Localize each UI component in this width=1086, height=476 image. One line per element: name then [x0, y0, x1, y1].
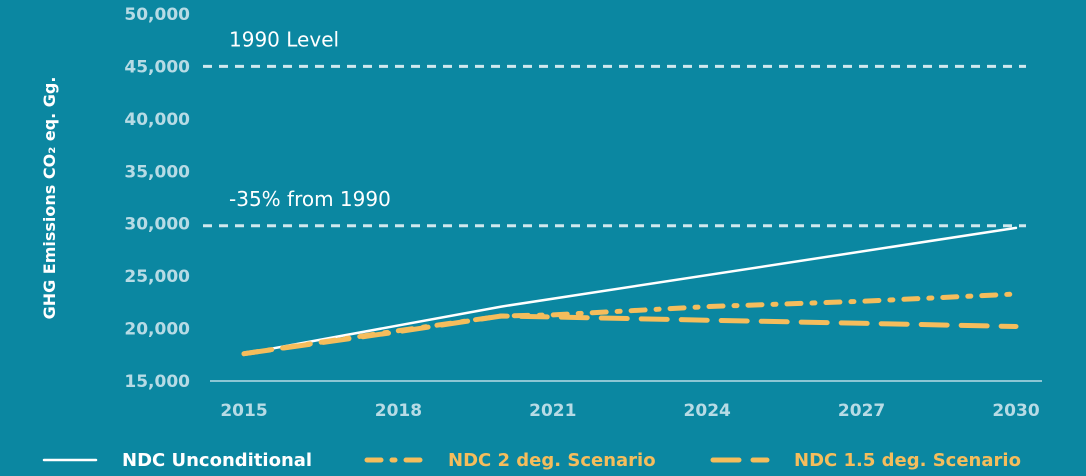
y-tick-label: 20,000 [124, 320, 190, 340]
series-lines [241, 226, 1019, 357]
reference-lines: 1990 Level -35% from 1990 [203, 27, 1026, 228]
x-axis-ticks: 2015 2018 2021 2024 2027 2030 [220, 401, 1039, 421]
y-axis-label: GHG Emissions CO₂ eq. Gg. [40, 77, 59, 320]
y-tick-label: 35,000 [124, 162, 190, 182]
x-tick-label: 2030 [992, 401, 1039, 421]
x-tick-label: 2018 [375, 401, 422, 421]
reference-line-label: -35% from 1990 [229, 187, 391, 211]
y-axis-ticks: 15,000 20,000 25,000 30,000 35,000 40,000 45,0… [124, 5, 190, 392]
series-line [241, 313, 1019, 357]
legend-label: NDC 2 deg. Scenario [448, 450, 656, 471]
x-tick-label: 2024 [684, 401, 731, 421]
reference-line-label: 1990 Level [229, 27, 339, 51]
y-tick-label: 25,000 [124, 267, 190, 287]
legend-label: NDC 1.5 deg. Scenario [794, 450, 1021, 471]
x-tick-label: 2015 [220, 401, 267, 421]
x-tick-label: 2027 [838, 401, 885, 421]
legend: NDC Unconditional NDC 2 deg. Scenario NDC … [42, 450, 1021, 471]
x-tick-label: 2021 [529, 401, 576, 421]
series-line [242, 226, 1018, 355]
y-tick-label: 30,000 [124, 215, 190, 235]
y-tick-label: 45,000 [124, 57, 190, 77]
y-tick-label: 50,000 [124, 5, 190, 25]
y-tick-label: 15,000 [124, 372, 190, 392]
legend-label: NDC Unconditional [122, 450, 312, 471]
y-tick-label: 40,000 [124, 110, 190, 130]
series-line [241, 291, 1019, 357]
